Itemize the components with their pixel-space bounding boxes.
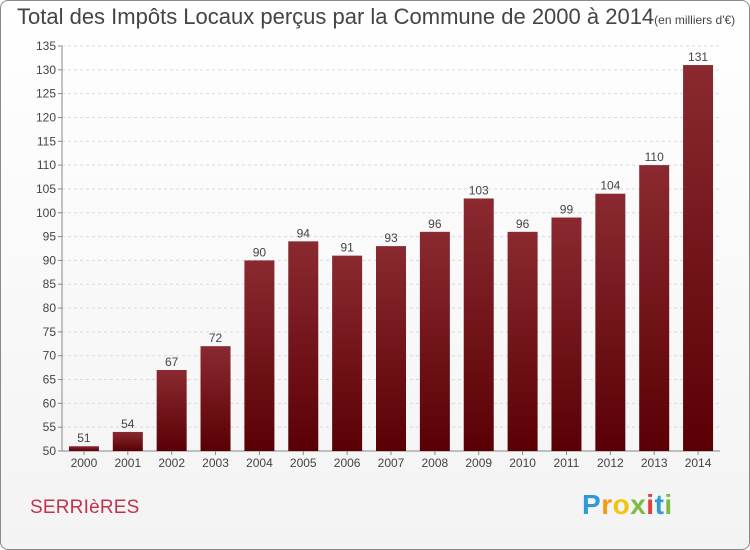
y-tick-label: 55 (43, 420, 57, 434)
bar-value-label: 91 (340, 241, 354, 255)
bars (68, 65, 714, 452)
bar (639, 165, 670, 451)
bar-value-label: 99 (560, 203, 574, 217)
y-tick-label: 115 (37, 134, 56, 148)
bar-value-label: 72 (209, 331, 223, 345)
bar-value-label: 67 (165, 355, 179, 369)
x-tick-label: 2004 (246, 456, 273, 470)
x-tick-label: 2007 (378, 456, 405, 470)
bar-value-label: 51 (77, 431, 91, 445)
x-tick-label: 2009 (465, 456, 492, 470)
bar (156, 370, 187, 451)
y-tick-label: 60 (43, 396, 57, 410)
bar (244, 260, 275, 451)
bar (332, 255, 363, 451)
y-tick-label: 75 (43, 325, 57, 339)
y-tick-label: 130 (36, 63, 56, 77)
bar-value-label: 90 (253, 245, 267, 259)
x-tick-label: 2000 (71, 456, 98, 470)
logo-letter: i (664, 489, 673, 520)
bar (376, 246, 406, 451)
bar-value-label: 54 (121, 417, 135, 431)
y-tick-label: 90 (43, 253, 57, 267)
y-tick-label: 65 (43, 373, 57, 387)
logo-letter: r (601, 489, 613, 520)
bar (463, 198, 494, 451)
chart-title-main: Total des Impôts Locaux perçus par la Co… (17, 4, 655, 29)
x-tick-label: 2014 (685, 456, 712, 470)
bar-value-label: 103 (469, 183, 489, 197)
bar-value-label: 131 (688, 50, 708, 64)
y-tick-label: 100 (36, 206, 56, 220)
y-tick-label: 95 (43, 230, 57, 244)
bar (200, 346, 231, 451)
y-tick-label: 135 (36, 39, 56, 53)
proxiti-logo: Proxiti (582, 489, 673, 521)
x-tick-label: 2001 (114, 456, 141, 470)
bar-value-label: 96 (516, 217, 530, 231)
logo-letter: t (654, 489, 665, 520)
bar-value-label: 110 (645, 150, 664, 164)
x-tick-label: 2011 (554, 456, 580, 470)
bar (683, 65, 714, 451)
y-tick-label: 85 (43, 277, 57, 291)
y-tick-label: 50 (43, 444, 57, 458)
y-tick-label: 110 (37, 158, 56, 172)
x-tick-label: 2010 (509, 456, 536, 470)
x-tick-label: 2002 (158, 456, 185, 470)
bar (419, 231, 450, 451)
bar (595, 193, 626, 452)
chart-unit-note: (en milliers d'€) (654, 13, 736, 27)
bar (68, 446, 99, 451)
chart-title: Total des Impôts Locaux perçus par la Co… (17, 4, 735, 30)
bar (112, 431, 143, 451)
labels: 50 55 60 65 70 75 80 85 90 95 100 105 110 115 120 125 13… (36, 39, 712, 470)
x-tick-label: 2012 (597, 456, 624, 470)
logo-letter: P (582, 489, 602, 520)
x-tick-label: 2013 (641, 456, 668, 470)
x-tick-label: 2003 (202, 456, 229, 470)
x-tick-label: 2008 (422, 456, 449, 470)
bar-value-label: 104 (600, 179, 620, 193)
y-tick-label: 80 (43, 301, 57, 315)
logo-letter: o (612, 489, 631, 520)
commune-name: SERRIèRES (30, 497, 140, 518)
x-tick-label: 2005 (290, 456, 317, 470)
logo-letter: x (630, 489, 647, 520)
bar-value-label: 94 (297, 226, 311, 240)
x-tick-label: 2006 (334, 456, 361, 470)
bar-value-label: 96 (428, 217, 442, 231)
bar-value-label: 93 (384, 231, 398, 245)
y-tick-label: 105 (36, 182, 56, 196)
bar (288, 241, 319, 451)
y-tick-label: 120 (36, 110, 56, 124)
bar (507, 231, 538, 451)
logo-letter: i (646, 489, 655, 520)
bar (551, 217, 582, 451)
y-tick-label: 70 (43, 349, 57, 363)
y-tick-label: 125 (36, 87, 56, 101)
